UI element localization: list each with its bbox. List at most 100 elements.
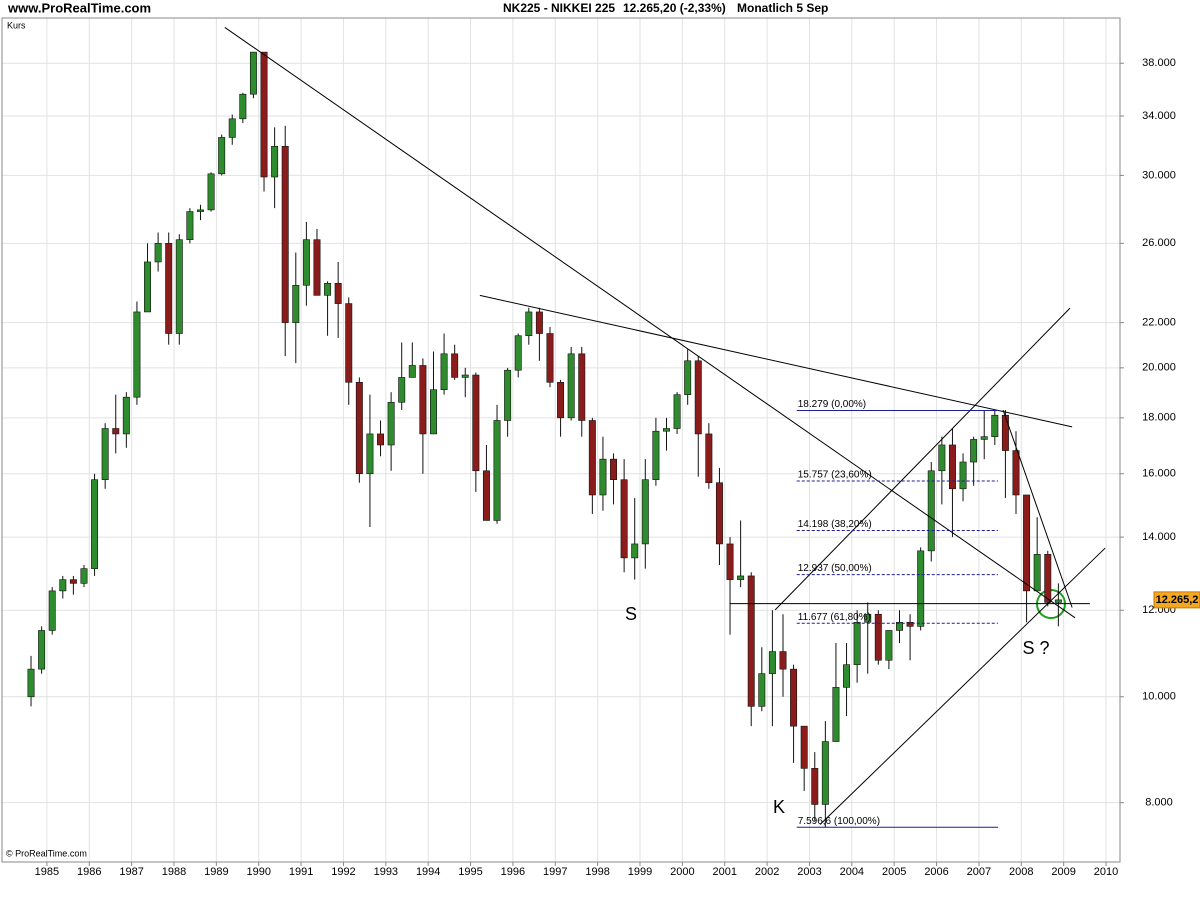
- annotation: S ?: [1022, 638, 1049, 658]
- candle-body: [588, 420, 596, 496]
- y-tick-label: 16.000: [1142, 468, 1176, 480]
- candle-body: [440, 353, 448, 390]
- candle-body: [313, 239, 321, 296]
- candle-body: [758, 673, 766, 707]
- fib-label: 11.677 (61,80%): [798, 612, 871, 623]
- candle-body: [800, 725, 808, 769]
- candle-body: [938, 444, 946, 472]
- candle-body: [493, 420, 501, 521]
- x-tick-label: 2010: [1094, 866, 1118, 878]
- candle-body: [398, 377, 406, 403]
- candle-body: [186, 211, 194, 240]
- candle-body: [27, 668, 35, 698]
- candle-body: [419, 365, 427, 435]
- candle-body: [715, 482, 723, 545]
- trendline: [774, 307, 1071, 611]
- candle-body: [599, 458, 607, 496]
- trendline: [1002, 409, 1073, 608]
- x-tick-label: 1991: [289, 866, 313, 878]
- candle-body: [768, 651, 776, 674]
- candle-body: [694, 360, 702, 435]
- y-tick-label: 8.000: [1145, 797, 1173, 809]
- x-tick-label: 1999: [628, 866, 652, 878]
- candle-body: [482, 470, 490, 521]
- candle-body: [239, 93, 247, 120]
- candle-body: [546, 333, 554, 383]
- y-axis-label: Kurs: [7, 20, 26, 30]
- trendline: [224, 26, 1076, 619]
- x-tick-label: 2005: [882, 866, 906, 878]
- x-tick-label: 1986: [77, 866, 101, 878]
- x-tick-label: 2002: [755, 866, 779, 878]
- x-tick-label: 2000: [670, 866, 694, 878]
- candle-body: [461, 374, 469, 378]
- candle-body: [673, 394, 681, 429]
- x-tick-label: 2006: [924, 866, 948, 878]
- candle-body: [874, 613, 882, 661]
- y-tick-label: 26.000: [1142, 237, 1176, 249]
- trendline: [819, 547, 1106, 825]
- x-tick-label: 2003: [797, 866, 821, 878]
- candle-body: [1001, 414, 1009, 451]
- candle-body: [207, 173, 215, 211]
- x-tick-label: 1995: [458, 866, 482, 878]
- annotation: S: [625, 604, 637, 624]
- annotation: K: [773, 797, 785, 817]
- y-tick-label: 10.000: [1142, 691, 1176, 703]
- candle-body: [525, 311, 533, 337]
- x-tick-label: 2001: [712, 866, 736, 878]
- y-tick-label: 20.000: [1142, 362, 1176, 374]
- x-tick-label: 1994: [416, 866, 440, 878]
- x-tick-label: 1996: [501, 866, 525, 878]
- candle-body: [948, 444, 956, 490]
- copyright: © ProRealTime.com: [6, 848, 87, 858]
- candle-body: [59, 579, 67, 592]
- y-tick-label: 18.000: [1142, 412, 1176, 424]
- candle-body: [101, 428, 109, 481]
- x-tick-label: 2007: [967, 866, 991, 878]
- x-tick-label: 1997: [543, 866, 567, 878]
- trendline: [479, 294, 1073, 428]
- candle-body: [345, 303, 353, 383]
- candle-body: [228, 118, 236, 138]
- candle-body: [430, 389, 437, 435]
- candle-body: [747, 575, 755, 707]
- candle-body: [175, 239, 183, 334]
- x-tick-label: 1993: [374, 866, 398, 878]
- candle-body: [271, 145, 279, 178]
- candle-body: [133, 311, 141, 398]
- candle-body: [38, 630, 46, 670]
- candle-body: [663, 428, 670, 432]
- x-tick-label: 2008: [1009, 866, 1033, 878]
- candle-body: [864, 613, 872, 623]
- candle-body: [917, 550, 925, 627]
- fib-label: 12.937 (50,00%): [798, 563, 872, 574]
- candle-body: [906, 621, 914, 627]
- candle-body: [1012, 450, 1020, 496]
- y-tick-label: 38.000: [1142, 57, 1176, 69]
- candle-body: [832, 687, 840, 742]
- candle-body: [980, 436, 988, 440]
- candle-body: [408, 365, 416, 378]
- y-tick-label: 30.000: [1142, 169, 1176, 181]
- candle-body: [1023, 494, 1031, 592]
- last-price-tag: [1153, 591, 1200, 609]
- candle-body: [535, 311, 543, 334]
- candle-body: [249, 51, 257, 95]
- candle-body: [853, 621, 861, 665]
- candle-body: [970, 439, 978, 463]
- y-tick-label: 22.000: [1142, 317, 1176, 329]
- candle-body: [387, 401, 395, 446]
- candle-body: [451, 353, 459, 378]
- candle-body: [69, 579, 77, 584]
- candle-body: [112, 428, 120, 435]
- candle-body: [927, 470, 935, 552]
- candle-body: [705, 433, 713, 484]
- candle-body: [366, 433, 374, 475]
- candle-body: [80, 568, 88, 584]
- candle-body: [896, 621, 903, 631]
- candle-body: [641, 479, 649, 545]
- candle-body: [165, 243, 173, 334]
- x-tick-label: 1992: [331, 866, 355, 878]
